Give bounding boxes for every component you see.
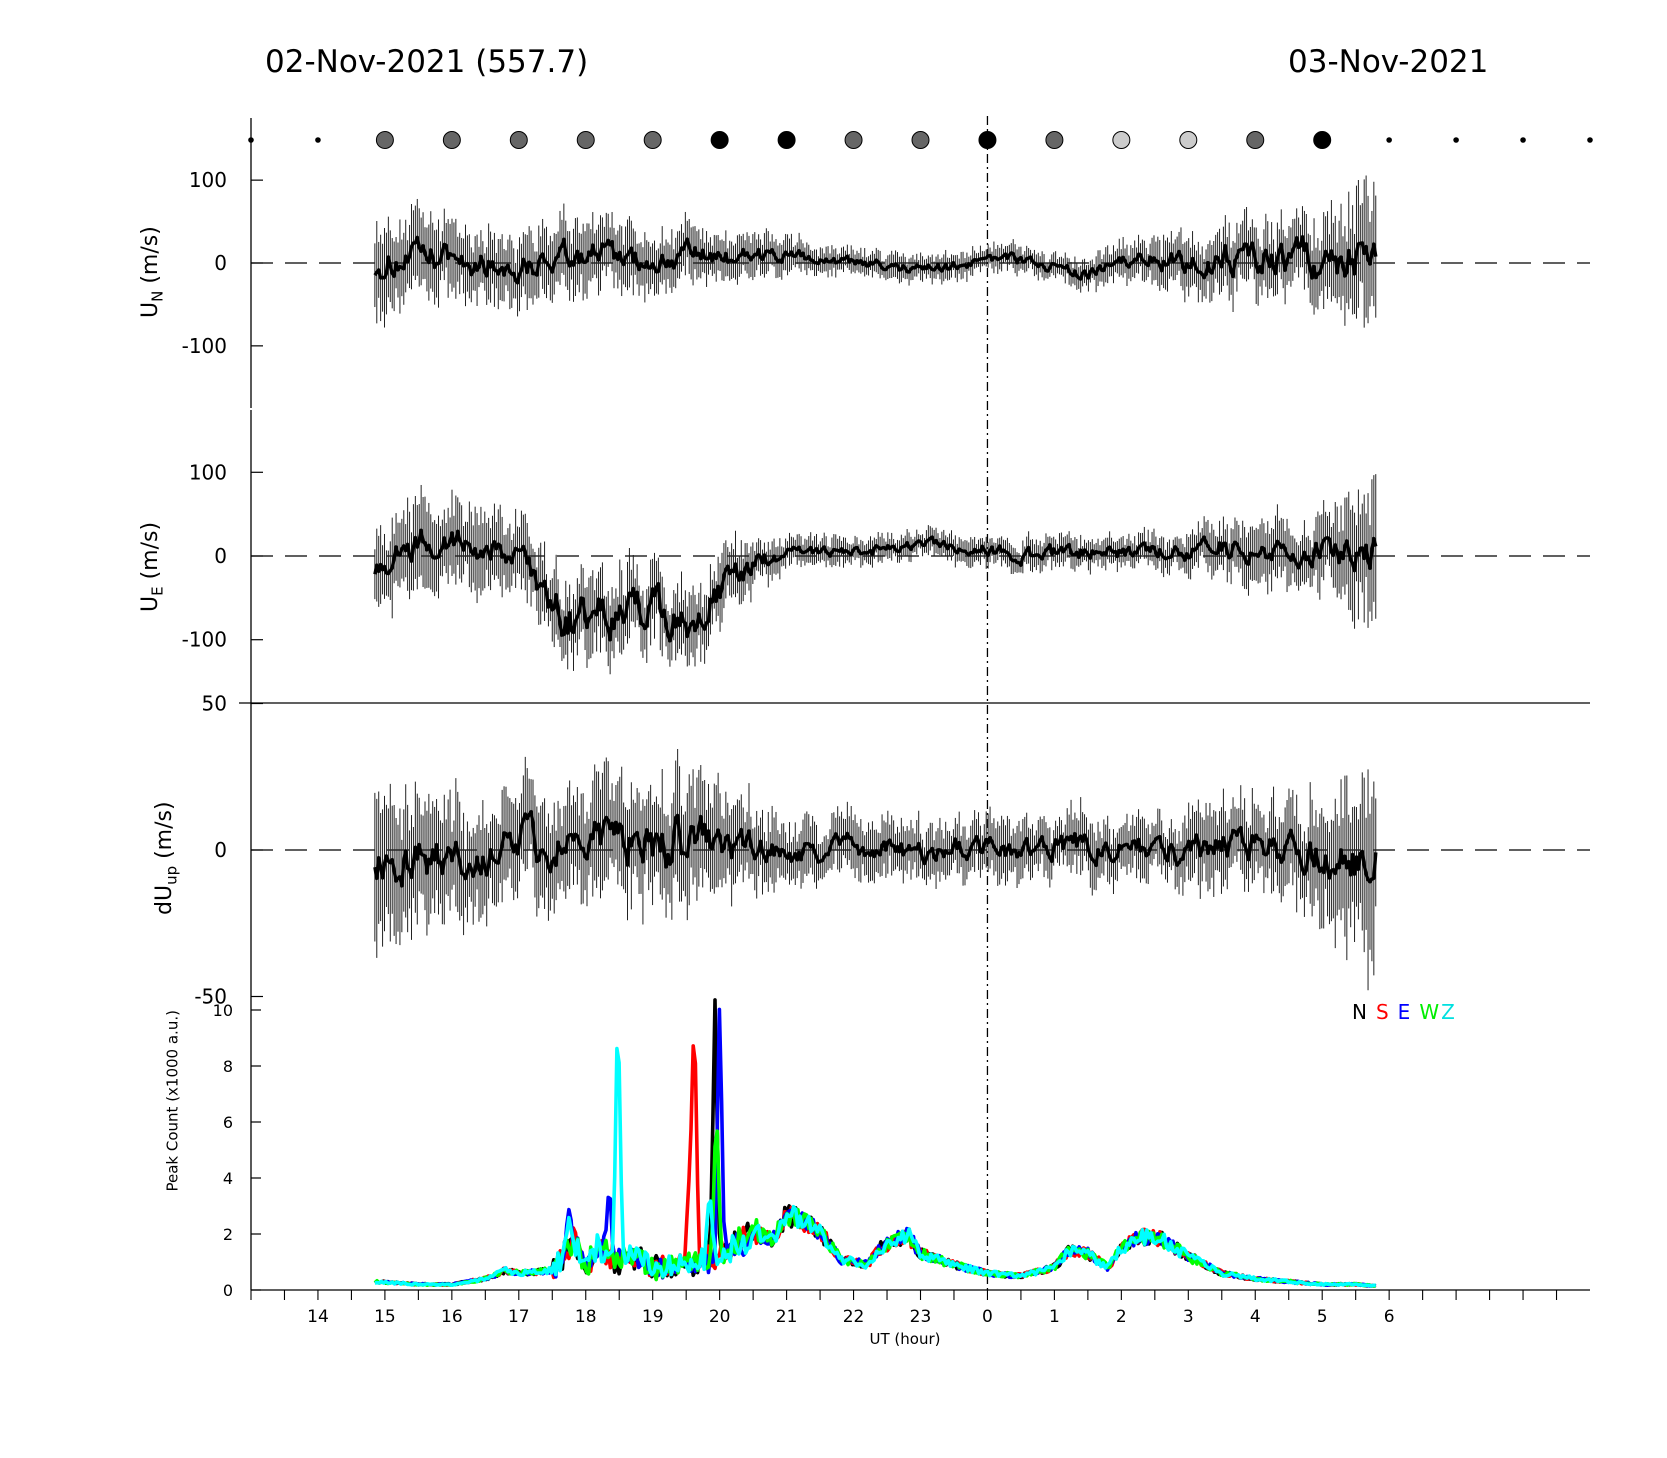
marker-circle: [576, 131, 595, 149]
legend-e: E: [1397, 1000, 1411, 1024]
y-tick-label: 6: [223, 1113, 233, 1132]
marker-dot: [315, 137, 321, 143]
x-tick-label: 18: [575, 1307, 597, 1327]
marker-dot: [1453, 137, 1459, 143]
x-tick-label: 16: [441, 1307, 463, 1327]
ylabel-un: UN (m/s): [138, 226, 167, 318]
x-tick-label: 23: [910, 1307, 932, 1327]
x-tick-label: 22: [843, 1307, 865, 1327]
marker-circle: [1179, 131, 1198, 149]
y-tick-label: -100: [182, 334, 227, 358]
marker-circle: [1045, 131, 1064, 149]
x-tick-label: 14: [307, 1307, 329, 1327]
x-tick-label: 17: [508, 1307, 530, 1327]
y-tick-label: 2: [223, 1225, 233, 1244]
marker-circle: [643, 131, 662, 149]
date-title-right: 03-Nov-2021: [1288, 44, 1489, 80]
x-tick-label: 20: [709, 1307, 731, 1327]
marker-circle: [777, 131, 796, 149]
count-series-z: [374, 1046, 1376, 1288]
ylabel-peak-count-text: Peak Count (x1000 a.u.): [163, 1010, 182, 1192]
marker-circle: [844, 131, 863, 149]
y-tick-label: 0: [214, 544, 227, 568]
marker-dot: [1386, 137, 1392, 143]
marker-dot: [1520, 137, 1526, 143]
marker-circle: [1112, 131, 1131, 149]
y-tick-label: 0: [214, 838, 227, 862]
count-series-w: [373, 1129, 1377, 1288]
y-tick-label: -100: [182, 628, 227, 652]
marker-dot: [1587, 137, 1593, 143]
y-tick-label: 8: [223, 1057, 233, 1076]
y-tick-label: 0: [214, 251, 227, 275]
x-tick-label: 21: [776, 1307, 798, 1327]
x-tick-label: 15: [374, 1307, 396, 1327]
y-tick-label: 100: [189, 460, 227, 484]
ylabel-peak-count: Peak Count (x1000 a.u.): [164, 1010, 183, 1191]
x-tick-label: 19: [642, 1307, 664, 1327]
date-title-left: 02-Nov-2021 (557.7): [265, 44, 589, 80]
marker-circle: [710, 131, 729, 149]
marker-circle: [375, 131, 394, 149]
x-tick-label: 4: [1250, 1307, 1261, 1327]
legend-z: Z: [1441, 1000, 1455, 1024]
marker-circle: [911, 131, 930, 149]
x-tick-label: 5: [1317, 1307, 1328, 1327]
legend-w: W: [1419, 1000, 1440, 1024]
marker-circle: [442, 131, 461, 149]
marker-circle: [509, 131, 528, 149]
wind-series-1: [373, 234, 1378, 285]
y-tick-label: 100: [189, 168, 227, 192]
y-tick-label: 10: [213, 1001, 233, 1020]
ylabel-ue: UE (m/s): [138, 521, 167, 612]
count-series-n: [374, 998, 1377, 1288]
wind-series-3: [373, 810, 1378, 888]
marker-circle: [1246, 131, 1265, 149]
x-tick-label: 6: [1384, 1307, 1395, 1327]
legend-n: N: [1352, 1000, 1367, 1024]
x-tick-label: 3: [1183, 1307, 1194, 1327]
legend-s: S: [1375, 1000, 1389, 1024]
ylabel-dup: dUup (m/s): [152, 801, 181, 915]
x-tick-label: 0: [982, 1307, 993, 1327]
x-tick-label: 2: [1116, 1307, 1127, 1327]
x-tick-label: 1: [1049, 1307, 1060, 1327]
y-tick-label: 50: [202, 692, 227, 716]
wind-series-2: [373, 528, 1378, 643]
y-tick-label: 0: [223, 1281, 233, 1300]
marker-circle: [1313, 131, 1332, 149]
y-tick-label: -50: [194, 985, 227, 1009]
y-tick-label: 4: [223, 1169, 233, 1188]
xlabel-ut: UT (hour): [869, 1330, 941, 1348]
count-series-e: [373, 1007, 1377, 1288]
